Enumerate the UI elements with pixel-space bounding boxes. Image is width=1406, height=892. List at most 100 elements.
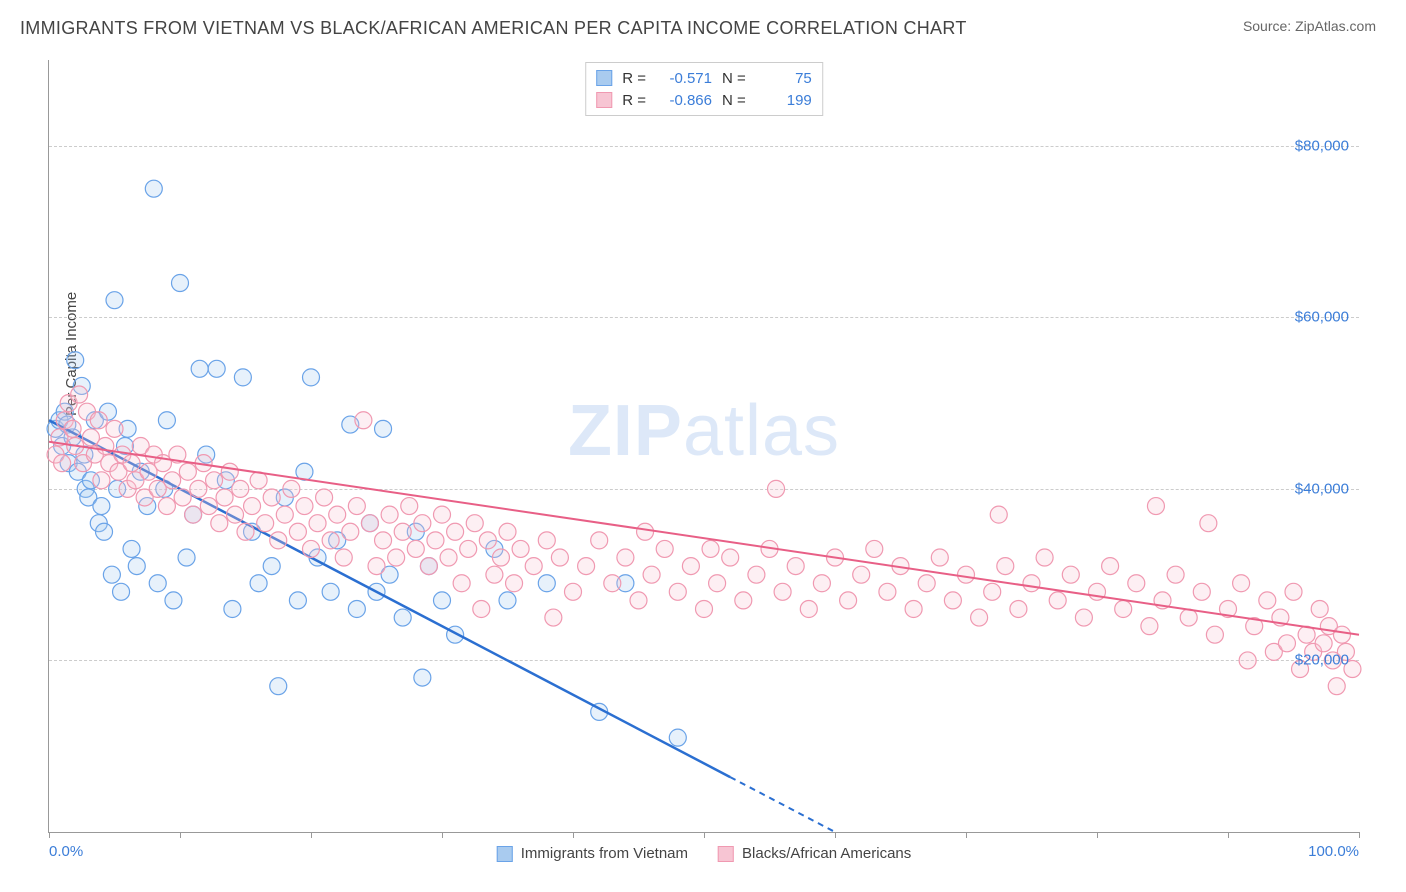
x-tick xyxy=(1228,832,1229,838)
legend-n-label-0: N = xyxy=(722,70,746,87)
data-point xyxy=(1062,566,1079,583)
y-tick-label: $20,000 xyxy=(1295,652,1349,669)
data-point xyxy=(401,498,418,515)
chart-title: IMMIGRANTS FROM VIETNAM VS BLACK/AFRICAN… xyxy=(20,18,967,39)
data-point xyxy=(221,463,238,480)
data-point xyxy=(853,566,870,583)
data-point xyxy=(179,463,196,480)
data-point xyxy=(905,600,922,617)
data-point xyxy=(1233,575,1250,592)
legend-bottom-swatch-0 xyxy=(497,846,513,862)
data-point xyxy=(128,558,145,575)
data-point xyxy=(289,523,306,540)
data-point xyxy=(1023,575,1040,592)
data-point xyxy=(748,566,765,583)
data-point xyxy=(565,583,582,600)
legend-bottom-item-0: Immigrants from Vietnam xyxy=(497,845,688,862)
data-point xyxy=(237,523,254,540)
data-point xyxy=(106,420,123,437)
data-point xyxy=(637,523,654,540)
data-point xyxy=(375,532,392,549)
data-point xyxy=(208,360,225,377)
data-point xyxy=(244,498,261,515)
data-point xyxy=(316,489,333,506)
data-point xyxy=(164,472,181,489)
data-point xyxy=(1147,498,1164,515)
data-point xyxy=(578,558,595,575)
data-point xyxy=(348,498,365,515)
data-point xyxy=(447,523,464,540)
legend-top: R = -0.571 N = 75 R = -0.866 N = 199 xyxy=(585,62,823,116)
data-point xyxy=(309,515,326,532)
data-point xyxy=(479,532,496,549)
data-point xyxy=(96,523,113,540)
data-point xyxy=(630,592,647,609)
data-point xyxy=(813,575,830,592)
data-point xyxy=(971,609,988,626)
data-point xyxy=(361,515,378,532)
legend-swatch-1 xyxy=(596,92,612,108)
data-point xyxy=(460,540,477,557)
data-point xyxy=(735,592,752,609)
legend-n-value-1: 199 xyxy=(756,92,812,109)
data-point xyxy=(381,506,398,523)
data-point xyxy=(1036,549,1053,566)
legend-n-value-0: 75 xyxy=(756,70,812,87)
data-point xyxy=(200,498,217,515)
data-point xyxy=(722,549,739,566)
data-point xyxy=(473,600,490,617)
data-point xyxy=(296,498,313,515)
plot-area: Per Capita Income ZIPatlas R = -0.571 N … xyxy=(48,60,1359,833)
data-point xyxy=(234,369,251,386)
data-point xyxy=(303,540,320,557)
legend-bottom-label-1: Blacks/African Americans xyxy=(742,845,911,862)
data-point xyxy=(1180,609,1197,626)
legend-bottom-label-0: Immigrants from Vietnam xyxy=(521,845,688,862)
data-point xyxy=(1328,678,1345,695)
data-point xyxy=(702,540,719,557)
data-point xyxy=(185,506,202,523)
data-point xyxy=(1239,652,1256,669)
data-point xyxy=(1167,566,1184,583)
data-point xyxy=(466,515,483,532)
data-point xyxy=(682,558,699,575)
data-point xyxy=(224,600,241,617)
data-point xyxy=(270,532,287,549)
legend-bottom: Immigrants from Vietnam Blacks/African A… xyxy=(497,845,912,862)
data-point xyxy=(276,506,293,523)
data-point xyxy=(178,549,195,566)
data-point xyxy=(283,480,300,497)
data-point xyxy=(709,575,726,592)
data-point xyxy=(123,540,140,557)
data-point xyxy=(303,369,320,386)
data-point xyxy=(191,360,208,377)
data-point xyxy=(322,583,339,600)
legend-bottom-swatch-1 xyxy=(718,846,734,862)
data-point xyxy=(643,566,660,583)
data-point xyxy=(158,412,175,429)
data-point xyxy=(232,480,249,497)
data-point xyxy=(1315,635,1332,652)
x-tick xyxy=(704,832,705,838)
legend-r-label-1: R = xyxy=(622,92,646,109)
data-point xyxy=(67,352,84,369)
legend-bottom-item-1: Blacks/African Americans xyxy=(718,845,911,862)
data-point xyxy=(123,455,140,472)
legend-r-value-0: -0.571 xyxy=(656,70,712,87)
data-point xyxy=(1333,626,1350,643)
x-tick xyxy=(1097,832,1098,838)
data-point xyxy=(434,506,451,523)
y-tick-label: $60,000 xyxy=(1295,309,1349,326)
data-point xyxy=(506,575,523,592)
x-axis-label-left: 0.0% xyxy=(49,843,83,860)
data-point xyxy=(227,506,244,523)
data-point xyxy=(1278,635,1295,652)
data-point xyxy=(289,592,306,609)
data-point xyxy=(774,583,791,600)
data-point xyxy=(1049,592,1066,609)
data-point xyxy=(538,575,555,592)
x-tick xyxy=(966,832,967,838)
data-point xyxy=(158,498,175,515)
data-point xyxy=(656,540,673,557)
chart-source: Source: ZipAtlas.com xyxy=(1243,18,1376,34)
